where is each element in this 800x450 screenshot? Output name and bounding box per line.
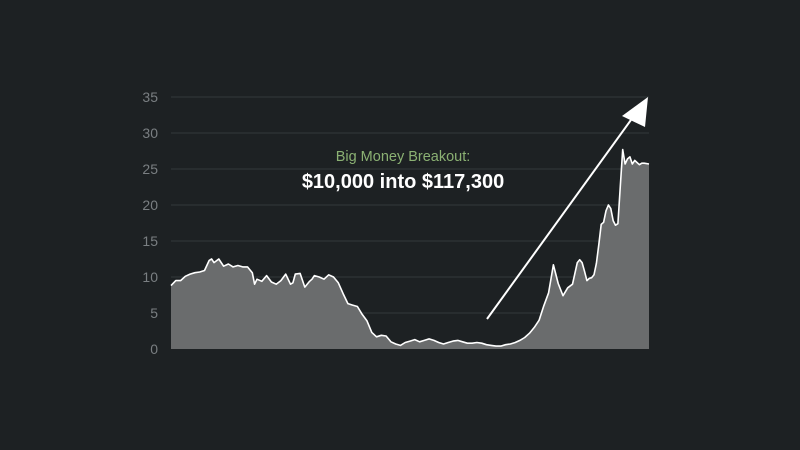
price-area-fill <box>171 149 649 349</box>
y-axis-tick-labels: 0 5 10 15 20 25 30 35 <box>142 89 158 357</box>
y-tick-label: 20 <box>142 197 158 213</box>
y-tick-label: 15 <box>142 233 158 249</box>
breakout-arrow-head <box>622 97 648 127</box>
y-tick-label: 0 <box>150 341 158 357</box>
breakout-arrow <box>486 97 648 320</box>
y-tick-label: 30 <box>142 125 158 141</box>
price-line <box>170 148 650 347</box>
y-tick-label: 5 <box>150 305 158 321</box>
y-tick-label: 10 <box>142 269 158 285</box>
y-tick-label: 25 <box>142 161 158 177</box>
annotation-subtitle: Big Money Breakout: <box>336 149 471 165</box>
annotation-headline: $10,000 into $117,300 <box>302 171 504 193</box>
y-tick-label: 35 <box>142 89 158 105</box>
breakout-arrow-shaft <box>486 112 637 320</box>
